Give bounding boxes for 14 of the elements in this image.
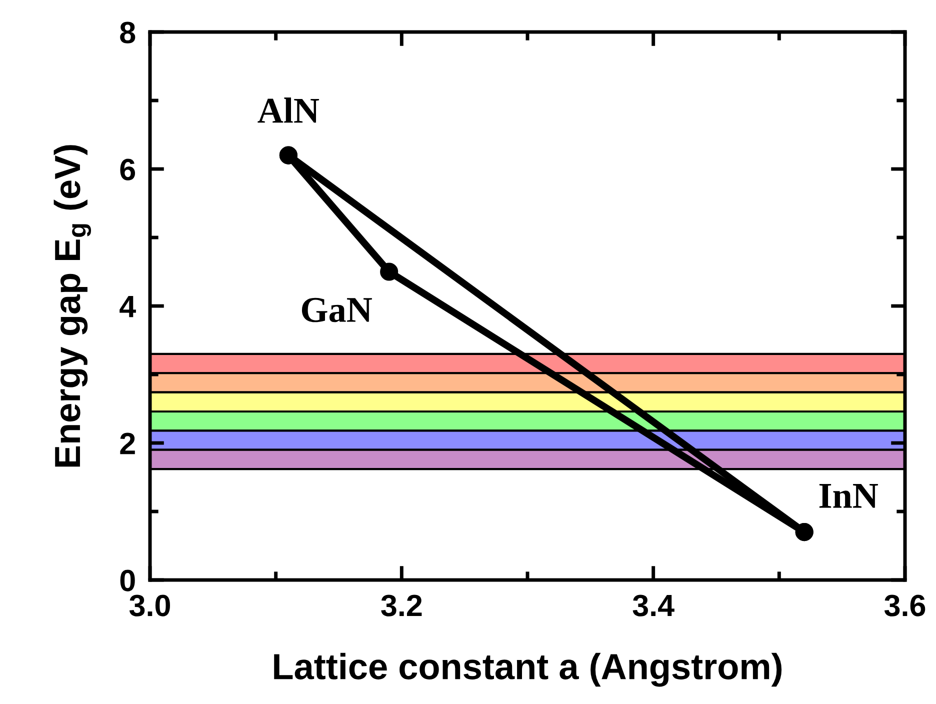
annotation: AlN	[258, 98, 320, 123]
y-tick-label: 4	[120, 296, 136, 318]
y-tick-label: 0	[120, 570, 135, 592]
y-axis-title: Energy gap E$_{g}$ (eV)	[54, 145, 92, 467]
x-tick-label: 3.4	[632, 594, 674, 616]
x-tick-label: 3.6	[884, 594, 926, 616]
annotation: InN	[819, 484, 878, 508]
y-tick-label: 2	[120, 432, 135, 454]
x-axis-title: Lattice constant a (Angstrom)	[274, 652, 782, 687]
x-tick-label: 3.0	[129, 594, 170, 616]
y-tick-label: 8	[120, 22, 136, 44]
x-tick-label: 3.2	[381, 594, 422, 616]
annotation: GaN	[302, 298, 372, 322]
y-tick-label: 6	[120, 158, 136, 180]
